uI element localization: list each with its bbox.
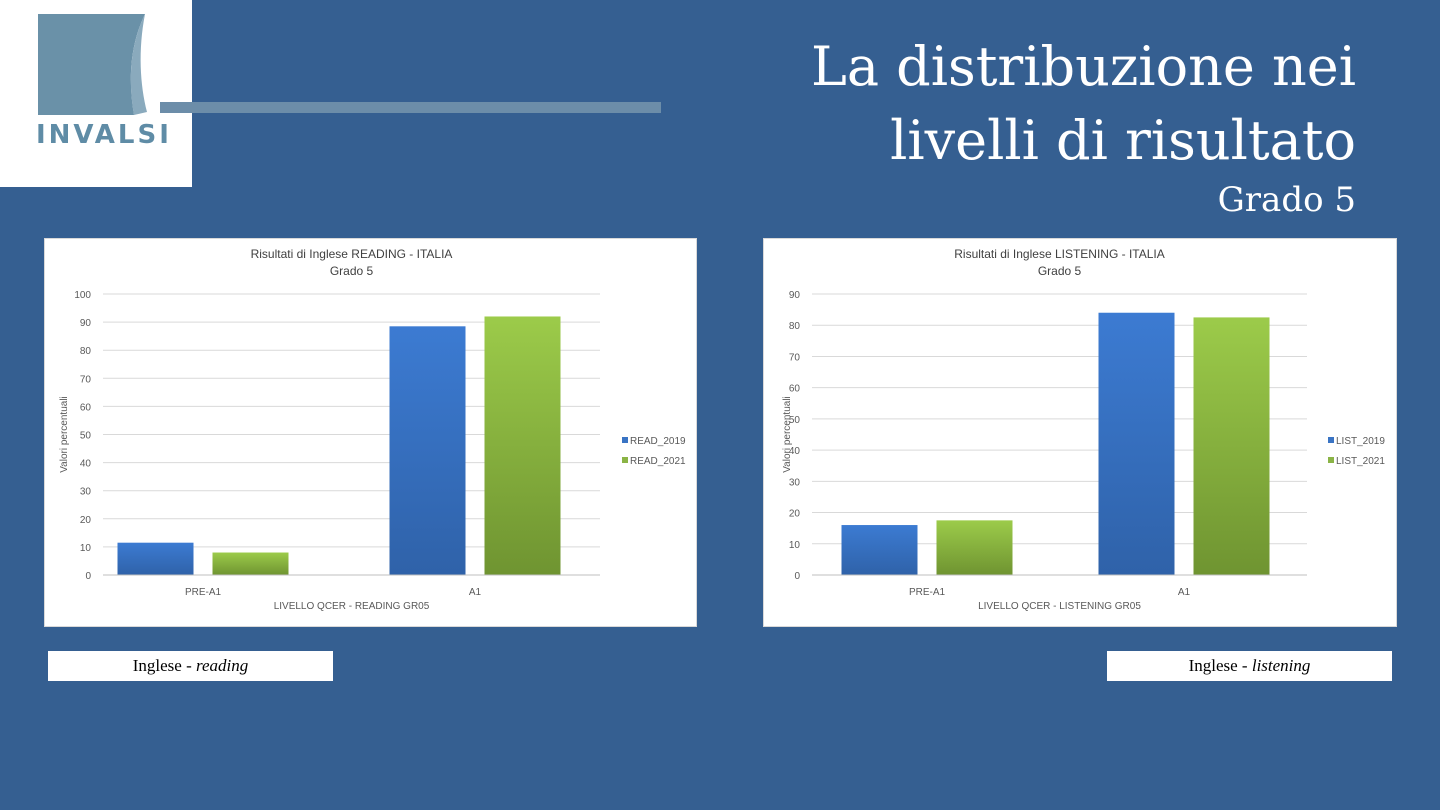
x-tick-label: A1	[1178, 587, 1191, 598]
chart-listening: Risultati di Inglese LISTENING - ITALIA G…	[763, 238, 1397, 627]
y-tick-label: 100	[74, 290, 91, 301]
y-tick-label: 90	[789, 290, 801, 301]
legend-label: LIST_2021	[1336, 456, 1385, 467]
y-tick-label: 20	[80, 515, 92, 526]
y-tick-label: 60	[80, 402, 92, 413]
legend-swatch	[622, 437, 628, 443]
legend-label: LIST_2019	[1336, 436, 1385, 447]
x-axis-label: LIVELLO QCER - LISTENING GR05	[978, 601, 1141, 612]
chart-reading: Risultati di Inglese READING - ITALIA Gra…	[44, 238, 697, 627]
x-tick-label: A1	[469, 587, 482, 598]
legend-label: READ_2019	[630, 436, 686, 447]
legend-swatch	[622, 457, 628, 463]
y-tick-label: 30	[80, 487, 92, 498]
bar-list_2021-0	[936, 520, 1013, 575]
y-tick-label: 40	[80, 459, 92, 470]
caption-reading-prefix: Inglese -	[132, 656, 196, 675]
y-tick-label: 50	[80, 431, 92, 442]
x-tick-label: PRE-A1	[185, 587, 222, 598]
page-title-line1: La distribuzione nei	[810, 35, 1356, 98]
y-tick-label: 10	[80, 543, 92, 554]
legend-swatch	[1328, 457, 1334, 463]
y-tick-label: 30	[789, 477, 801, 488]
chart-subtitle: Grado 5	[1038, 264, 1082, 278]
chart-svg: Risultati di Inglese LISTENING - ITALIA G…	[782, 247, 1385, 612]
title-bar	[160, 102, 661, 113]
y-tick-label: 10	[789, 540, 801, 551]
caption-listening-emphasis: listening	[1251, 656, 1311, 675]
y-axis-label: Valori percentuali	[59, 396, 70, 473]
y-tick-label: 50	[789, 415, 801, 426]
caption-listening: Inglese - listening	[1107, 651, 1392, 681]
invalsi-logo-icon	[38, 14, 147, 115]
caption-reading: Inglese - reading	[48, 651, 333, 681]
page-title: La distribuzione nei livelli di risultat…	[811, 30, 1356, 178]
bar-list_2019-1	[1098, 312, 1175, 575]
chart-title: Risultati di Inglese READING - ITALIA	[251, 247, 453, 261]
y-axis-label: Valori percentuali	[782, 396, 793, 473]
bar-read_2019-0	[117, 542, 194, 575]
y-tick-label: 60	[789, 384, 801, 395]
chart-title: Risultati di Inglese LISTENING - ITALIA	[954, 247, 1165, 261]
bar-read_2021-1	[484, 316, 561, 575]
y-tick-label: 80	[789, 321, 801, 332]
invalsi-logo: INVALSI	[0, 0, 192, 187]
chart-svg: Risultati di Inglese READING - ITALIA Gra…	[59, 247, 686, 612]
bar-read_2019-1	[389, 326, 466, 575]
page-title-line2: livelli di risultato	[890, 109, 1356, 172]
legend-label: READ_2021	[630, 456, 686, 467]
x-axis-label: LIVELLO QCER - READING GR05	[274, 601, 430, 612]
y-tick-label: 0	[794, 571, 800, 582]
caption-listening-prefix: Inglese -	[1188, 656, 1252, 675]
page-subtitle: Grado 5	[1217, 180, 1356, 220]
bar-read_2021-0	[212, 552, 289, 575]
y-tick-label: 80	[80, 346, 92, 357]
y-tick-label: 20	[789, 509, 801, 520]
y-tick-label: 70	[80, 374, 92, 385]
bar-list_2019-0	[841, 525, 918, 575]
bar-list_2021-1	[1193, 317, 1270, 575]
y-tick-label: 70	[789, 352, 801, 363]
chart-subtitle: Grado 5	[330, 264, 374, 278]
y-tick-label: 0	[85, 571, 91, 582]
logo-text: INVALSI	[36, 120, 172, 150]
y-tick-label: 90	[80, 318, 92, 329]
caption-reading-emphasis: reading	[196, 656, 249, 675]
y-tick-label: 40	[789, 446, 801, 457]
legend-swatch	[1328, 437, 1334, 443]
x-tick-label: PRE-A1	[909, 587, 946, 598]
